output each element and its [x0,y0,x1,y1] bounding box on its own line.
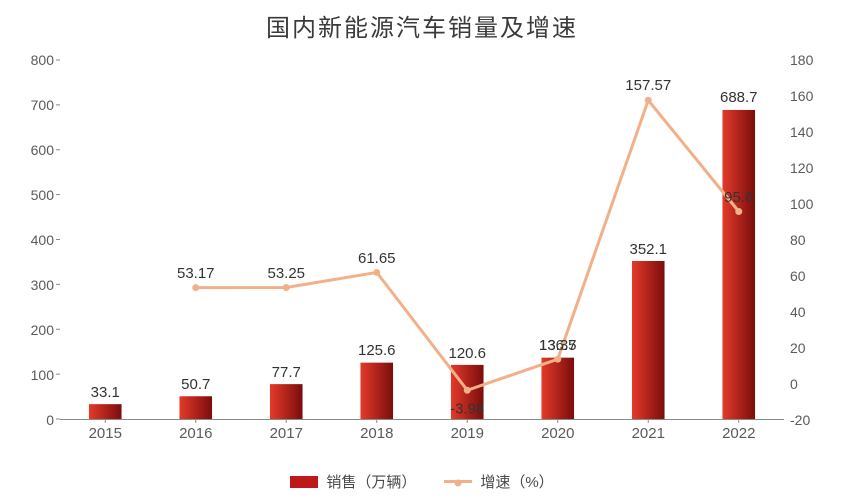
x-category-label: 2019 [451,419,484,442]
y-left-tick: 0 [46,412,60,428]
line-marker [283,284,290,291]
legend: 销售（万辆） 增速（%） [0,471,844,492]
bar [179,396,212,419]
y-right-tick: 120 [784,160,813,176]
bar-value-label: 120.6 [448,345,486,362]
line-marker [464,387,471,394]
bar-value-label: 50.7 [181,376,210,393]
bar [270,384,303,419]
line-value-label: 53.25 [267,265,305,282]
line-value-label: 13.35 [539,337,577,354]
y-left-tick: 300 [31,277,60,293]
line-marker [373,269,380,276]
x-category-label: 2021 [632,419,665,442]
y-left-tick: 100 [31,367,60,383]
y-right-tick: 0 [784,376,798,392]
y-right-tick: 160 [784,88,813,104]
plot-area: 0100200300400500600700800-20020406080100… [60,60,784,420]
y-left-tick: 700 [31,97,60,113]
x-category-label: 2022 [722,419,755,442]
bar [541,358,574,419]
bar [89,404,122,419]
y-right-tick: -20 [784,412,810,428]
legend-item: 销售（万辆） [290,471,416,492]
line-value-label: -3.98 [450,401,484,418]
y-right-tick: 60 [784,268,806,284]
y-right-tick: 80 [784,232,806,248]
x-category-label: 2020 [541,419,574,442]
line-marker [192,284,199,291]
x-category-label: 2015 [89,419,122,442]
y-left-tick: 600 [31,142,60,158]
legend-label: 销售（万辆） [326,471,416,492]
x-category-label: 2018 [360,419,393,442]
bar [632,261,665,419]
y-left-tick: 400 [31,232,60,248]
bar-value-label: 77.7 [272,364,301,381]
bar-value-label: 33.1 [91,384,120,401]
line-value-label: 53.17 [177,265,215,282]
bar [360,363,393,419]
line-marker [554,356,561,363]
legend-item: 增速（%） [444,471,553,492]
line-value-label: 95.6 [724,189,753,206]
legend-swatch-line [444,480,472,483]
y-right-tick: 100 [784,196,813,212]
line-marker [735,208,742,215]
plot-svg [60,60,784,419]
legend-label: 增速（%） [480,471,553,492]
bar-value-label: 352.1 [629,241,667,258]
chart-title: 国内新能源汽车销量及增速 [0,8,844,43]
line-marker [645,97,652,104]
bar-value-label: 125.6 [358,342,396,359]
y-right-tick: 180 [784,52,813,68]
line-value-label: 157.57 [625,77,671,94]
x-category-label: 2017 [270,419,303,442]
y-right-tick: 40 [784,304,806,320]
y-right-tick: 140 [784,124,813,140]
bar-value-label: 688.7 [720,89,758,106]
line-value-label: 61.65 [358,250,396,267]
y-left-tick: 200 [31,322,60,338]
legend-swatch-bar [290,476,318,488]
y-left-tick: 800 [31,52,60,68]
bar [722,110,755,419]
x-category-label: 2016 [179,419,212,442]
chart-root: 国内新能源汽车销量及增速 0100200300400500600700800-2… [0,0,844,500]
y-right-tick: 20 [784,340,806,356]
y-left-tick: 500 [31,187,60,203]
